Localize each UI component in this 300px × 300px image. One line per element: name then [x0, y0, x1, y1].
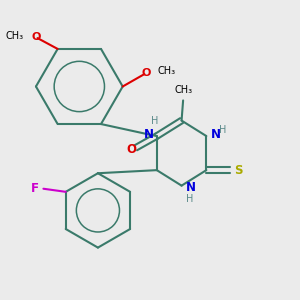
Text: O: O — [31, 32, 40, 43]
Text: S: S — [234, 164, 243, 177]
Text: H: H — [186, 194, 194, 204]
Text: CH₃: CH₃ — [174, 85, 192, 95]
Text: F: F — [31, 182, 39, 195]
Text: N: N — [211, 128, 221, 141]
Text: CH₃: CH₃ — [158, 66, 175, 76]
Text: H: H — [151, 116, 158, 126]
Text: O: O — [141, 68, 151, 78]
Text: CH₃: CH₃ — [5, 31, 24, 40]
Text: N: N — [186, 181, 196, 194]
Text: N: N — [144, 128, 154, 141]
Text: O: O — [126, 143, 136, 156]
Text: H: H — [219, 125, 226, 135]
